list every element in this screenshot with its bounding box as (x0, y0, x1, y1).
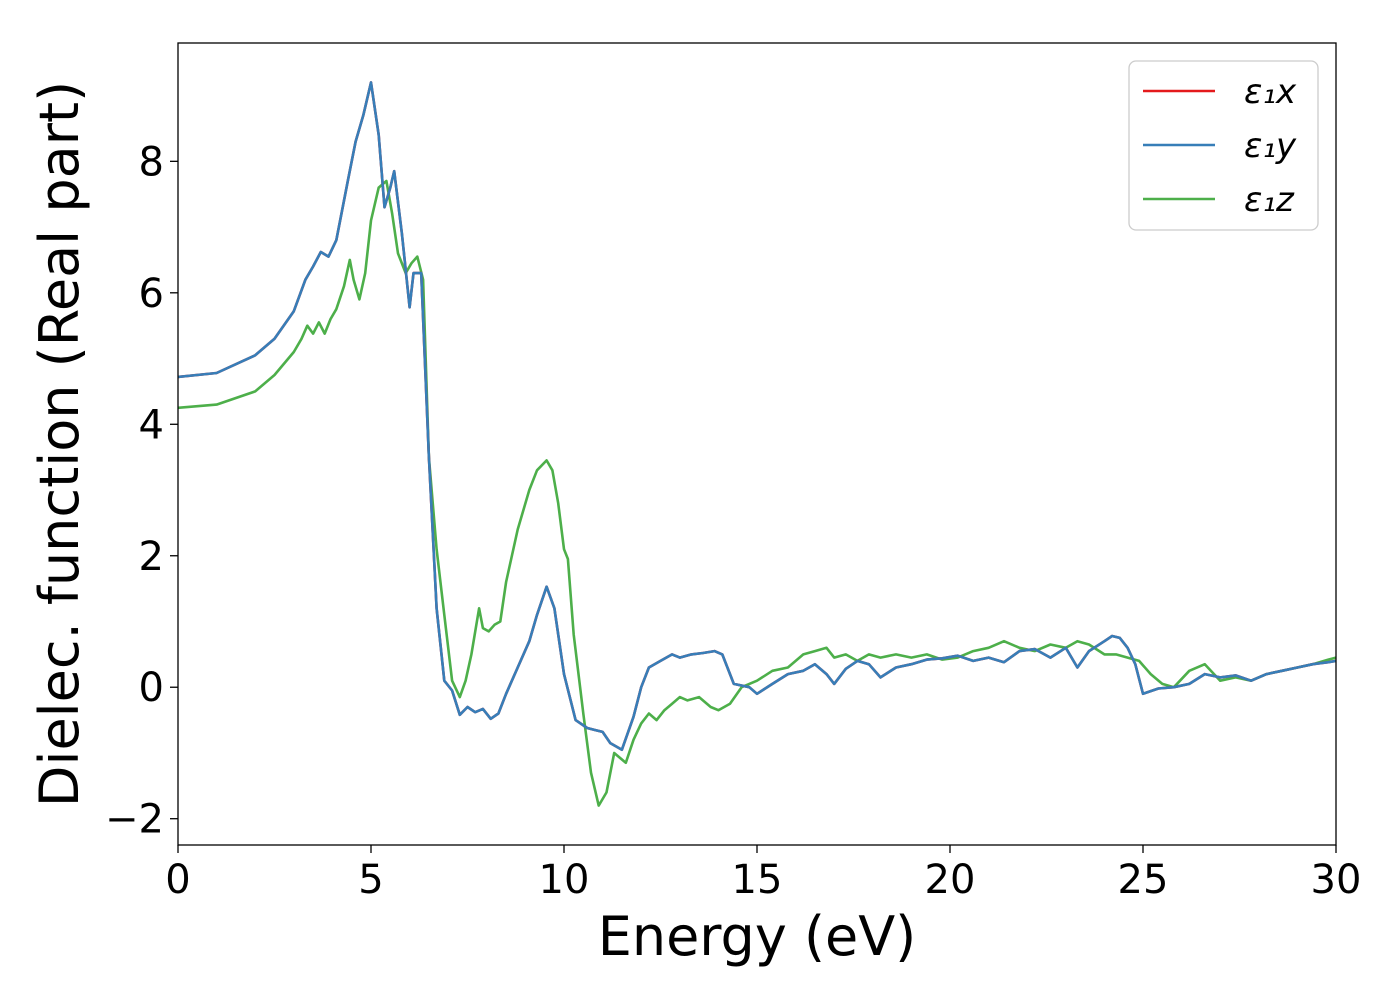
y-tick-label: 8 (139, 139, 164, 185)
legend-label-2: ε₁z (1244, 180, 1295, 220)
x-tick-label: 0 (165, 857, 190, 903)
plot-area (178, 81, 1336, 807)
y-axis: −2 0 2 4 6 8 (105, 139, 178, 843)
series-line-1 (178, 81, 1336, 752)
x-axis-label: Energy (eV) (598, 905, 917, 968)
series-line-2 (178, 179, 1336, 807)
legend-box (1128, 60, 1319, 231)
y-tick-label: 0 (139, 665, 164, 711)
x-tick-label: 10 (539, 857, 590, 903)
x-tick-label: 30 (1311, 857, 1362, 903)
x-tick-label: 20 (925, 857, 976, 903)
y-tick-label: 4 (139, 402, 164, 448)
y-tick-label: −2 (105, 797, 164, 843)
legend-label-1: ε₁y (1244, 126, 1297, 166)
y-tick-label: 2 (139, 534, 164, 580)
x-tick-label: 15 (732, 857, 783, 903)
y-axis-label: Dielec. function (Real part) (28, 81, 91, 807)
x-axis: 0 5 10 15 20 25 30 (165, 845, 1361, 903)
x-tick-label: 25 (1118, 857, 1169, 903)
x-tick-label: 5 (358, 857, 383, 903)
legend-label-0: ε₁x (1244, 72, 1297, 112)
legend: ε₁x ε₁y ε₁z (1128, 60, 1319, 231)
y-tick-label: 6 (139, 271, 164, 317)
